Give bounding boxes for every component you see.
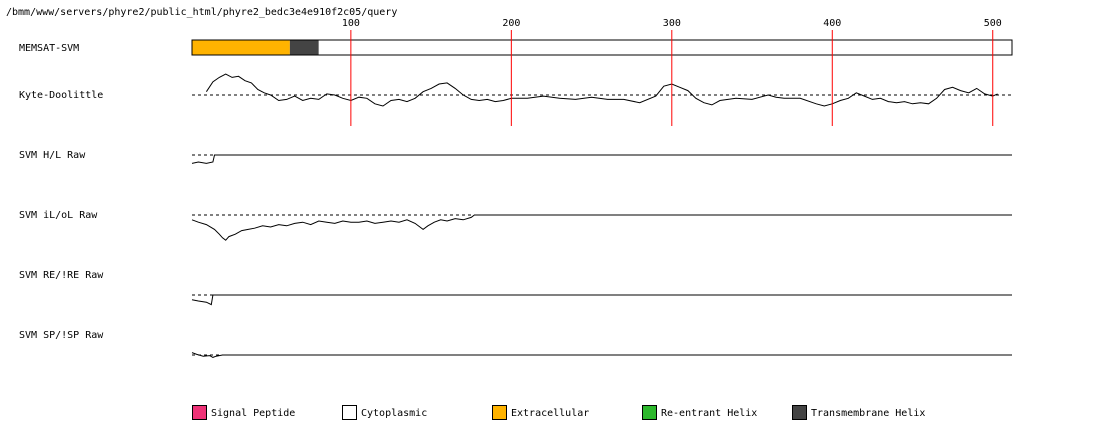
tracks: MEMSAT-SVM Kyte-Doolittle SVM H/L Raw SVM i… xyxy=(19,39,1014,358)
track-label: Kyte-Doolittle xyxy=(19,90,103,101)
legend-swatch xyxy=(642,405,657,420)
topology-bar-outline xyxy=(191,39,1013,56)
profile-line xyxy=(191,214,1012,241)
track-label: SVM iL/oL Raw xyxy=(19,210,98,221)
track-label: SVM SP/!SP Raw xyxy=(19,330,104,341)
legend-label: Transmembrane Helix xyxy=(811,408,925,419)
x-tick-label: 400 xyxy=(823,18,841,29)
profile-line xyxy=(205,73,998,107)
legend-swatch xyxy=(492,405,507,420)
track-label: SVM RE/!RE Raw xyxy=(19,270,104,281)
topology-segment-transmembrane_helix xyxy=(289,40,319,55)
legend-label: Extracellular xyxy=(511,408,589,419)
legend-swatch xyxy=(192,405,207,420)
legend-label: Re-entrant Helix xyxy=(661,408,757,419)
profile-line xyxy=(191,154,1012,164)
x-tick-label: 500 xyxy=(984,18,1002,29)
topology-segment-extracellular xyxy=(192,40,290,55)
profile-line xyxy=(191,352,1012,358)
x-tick-label: 100 xyxy=(342,18,360,29)
x-tick-label: 200 xyxy=(502,18,520,29)
track-label: SVM H/L Raw xyxy=(19,150,86,161)
query-path: /bmm/www/servers/phyre2/public_html/phyr… xyxy=(6,7,397,18)
legend-label: Signal Peptide xyxy=(211,408,295,419)
legend-label: Cytoplasmic xyxy=(361,408,427,419)
legend-swatch xyxy=(792,405,807,420)
legend-swatch xyxy=(342,405,357,420)
topology-segment-cytoplasmic xyxy=(318,40,1014,55)
x-tick-label: 300 xyxy=(663,18,681,29)
position-markers: 100 200 300 400 500 xyxy=(342,18,1002,126)
legend: Signal Peptide Cytoplasmic Extracellular Re… xyxy=(192,405,925,420)
profile-line xyxy=(191,294,1012,306)
track-label: MEMSAT-SVM xyxy=(19,43,79,54)
